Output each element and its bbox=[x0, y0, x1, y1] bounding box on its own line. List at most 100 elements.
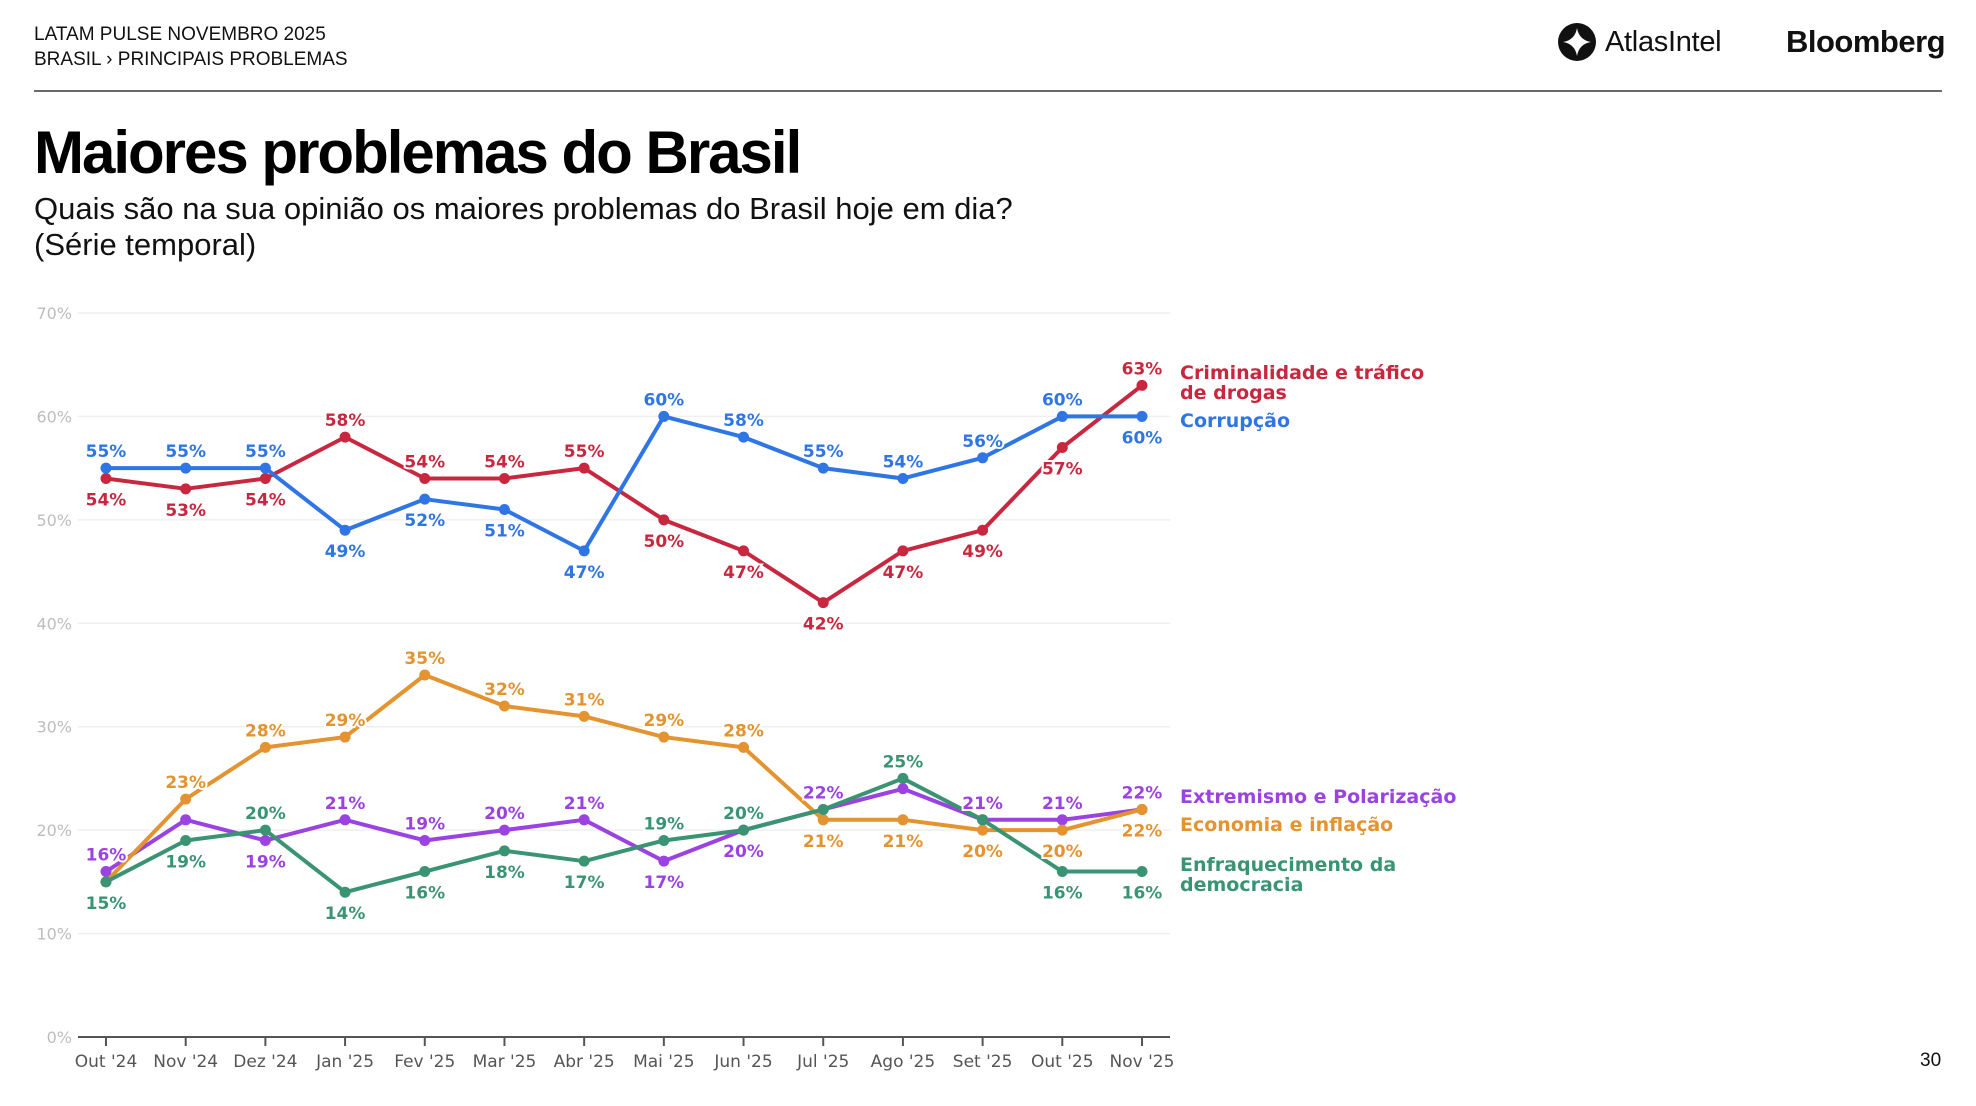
x-tick-label: Fev '25 bbox=[394, 1052, 455, 1072]
data-point-criminalidade-e-trafico-de-drogas bbox=[658, 514, 670, 526]
data-label-extremismo-e-polarizacao: 17% bbox=[643, 873, 684, 893]
data-label-criminalidade-e-trafico-de-drogas: 54% bbox=[86, 490, 127, 510]
x-tick-label: Jun '25 bbox=[713, 1052, 772, 1072]
atlasintel-logo: AtlasIntel bbox=[1557, 22, 1722, 62]
data-label-economia-e-inflacao: 22% bbox=[1122, 821, 1163, 841]
series-line-corrupcao bbox=[106, 414, 1142, 553]
data-point-economia-e-inflacao bbox=[180, 793, 192, 805]
data-label-economia-e-inflacao: 20% bbox=[962, 842, 1003, 862]
data-label-corrupcao: 51% bbox=[484, 522, 525, 542]
data-point-criminalidade-e-trafico-de-drogas bbox=[419, 472, 431, 484]
data-label-criminalidade-e-trafico-de-drogas: 49% bbox=[962, 542, 1003, 562]
x-tick-label: Ago '25 bbox=[871, 1052, 936, 1072]
data-point-economia-e-inflacao bbox=[578, 710, 590, 722]
data-point-economia-e-inflacao bbox=[897, 814, 909, 826]
y-tick-label: 0% bbox=[47, 1028, 72, 1047]
data-point-enfraquecimento-da-democracia bbox=[817, 803, 829, 815]
legend-label-enfraquecimento-da-democracia: Enfraquecimento da democracia bbox=[1180, 854, 1396, 896]
data-point-corrupcao bbox=[1136, 410, 1148, 422]
data-point-corrupcao bbox=[259, 462, 271, 474]
series-line-enfraquecimento-da-democracia bbox=[105, 776, 1142, 895]
data-label-criminalidade-e-trafico-de-drogas: 57% bbox=[1042, 459, 1083, 479]
data-point-criminalidade-e-trafico-de-drogas bbox=[498, 472, 510, 484]
data-point-extremismo-e-polarizacao bbox=[578, 814, 590, 826]
x-tick-label: Mai '25 bbox=[633, 1052, 695, 1072]
data-label-criminalidade-e-trafico-de-drogas: 55% bbox=[564, 442, 605, 462]
report-header: LATAM PULSE NOVEMBRO 2025 BRASIL › PRINC… bbox=[34, 22, 348, 72]
data-label-economia-e-inflacao: 28% bbox=[723, 721, 764, 741]
data-point-enfraquecimento-da-democracia bbox=[1056, 866, 1068, 878]
data-label-extremismo-e-polarizacao: 21% bbox=[962, 794, 1003, 814]
data-point-extremismo-e-polarizacao bbox=[897, 783, 909, 795]
report-title: LATAM PULSE NOVEMBRO 2025 bbox=[34, 24, 326, 45]
breadcrumb: BRASIL › PRINCIPAIS PROBLEMAS bbox=[34, 47, 348, 72]
data-label-corrupcao: 52% bbox=[404, 511, 445, 531]
data-label-economia-e-inflacao: 21% bbox=[803, 832, 844, 852]
data-point-corrupcao bbox=[817, 462, 829, 474]
data-labels: 54% 53% 54% 58% 54% 54% 55% 50% 47% 42% 47% 49% 57% 6… bbox=[84, 357, 1165, 926]
y-tick-label: 70% bbox=[36, 304, 72, 323]
data-label-enfraquecimento-da-democracia: 17% bbox=[564, 873, 605, 893]
page-title: Maiores problemas do Brasil bbox=[34, 119, 802, 186]
data-point-criminalidade-e-trafico-de-drogas bbox=[180, 483, 192, 495]
breadcrumb-separator: › bbox=[106, 49, 113, 70]
data-label-economia-e-inflacao: 21% bbox=[883, 832, 924, 852]
x-tick-label: Mar '25 bbox=[473, 1052, 537, 1072]
data-label-extremismo-e-polarizacao: 20% bbox=[484, 804, 525, 824]
data-point-criminalidade-e-trafico-de-drogas bbox=[738, 545, 750, 557]
data-point-criminalidade-e-trafico-de-drogas bbox=[339, 431, 351, 443]
page-subtitle: Quais são na sua opinião os maiores prob… bbox=[34, 191, 1013, 263]
data-label-economia-e-inflacao: 31% bbox=[564, 690, 605, 710]
data-point-corrupcao bbox=[1056, 410, 1068, 422]
data-label-corrupcao: 54% bbox=[883, 452, 924, 472]
data-label-economia-e-inflacao: 28% bbox=[245, 721, 286, 741]
breadcrumb-item-principais-problemas: PRINCIPAIS PROBLEMAS bbox=[117, 49, 348, 70]
x-tick-label: Jul '25 bbox=[796, 1052, 849, 1072]
data-label-criminalidade-e-trafico-de-drogas: 58% bbox=[325, 411, 366, 431]
subtitle-note: (Série temporal) bbox=[34, 227, 257, 262]
data-label-enfraquecimento-da-democracia: 14% bbox=[325, 904, 366, 924]
data-point-economia-e-inflacao bbox=[498, 700, 510, 712]
y-axis: 0% 10% 20% 30% 40% 50% 60% 70% bbox=[36, 304, 72, 1047]
data-point-economia-e-inflacao bbox=[1136, 803, 1148, 815]
data-label-criminalidade-e-trafico-de-drogas: 42% bbox=[803, 615, 844, 635]
data-label-criminalidade-e-trafico-de-drogas: 54% bbox=[404, 452, 445, 472]
data-label-corrupcao: 55% bbox=[86, 442, 127, 462]
y-tick-label: 40% bbox=[36, 614, 72, 633]
series-enfraquecimento-da-democracia bbox=[100, 772, 1148, 898]
data-label-enfraquecimento-da-democracia: 19% bbox=[165, 852, 206, 872]
breadcrumb-item-brasil: BRASIL bbox=[34, 49, 101, 70]
y-tick-label: 20% bbox=[36, 821, 72, 840]
x-tick-label: Out '24 bbox=[75, 1052, 138, 1072]
data-label-extremismo-e-polarizacao: 21% bbox=[325, 794, 366, 814]
x-tick-label: Abr '25 bbox=[554, 1052, 615, 1072]
data-label-extremismo-e-polarizacao: 19% bbox=[245, 852, 286, 872]
data-label-criminalidade-e-trafico-de-drogas: 47% bbox=[883, 563, 924, 583]
data-point-extremismo-e-polarizacao bbox=[419, 834, 431, 846]
x-tick-label: Nov '24 bbox=[153, 1052, 218, 1072]
data-point-corrupcao bbox=[419, 493, 431, 505]
legend-label-criminalidade-e-trafico-de-drogas: Criminalidade e tráfico de drogas bbox=[1180, 362, 1424, 404]
data-point-extremismo-e-polarizacao bbox=[259, 834, 271, 846]
data-point-enfraquecimento-da-democracia bbox=[897, 772, 909, 784]
data-point-extremismo-e-polarizacao bbox=[658, 855, 670, 867]
data-point-corrupcao bbox=[658, 410, 670, 422]
data-label-extremismo-e-polarizacao: 19% bbox=[404, 814, 445, 834]
data-label-extremismo-e-polarizacao: 20% bbox=[723, 842, 764, 862]
legend-label-corrupcao: Corrupção bbox=[1180, 410, 1290, 432]
data-label-economia-e-inflacao: 29% bbox=[325, 711, 366, 731]
data-point-extremismo-e-polarizacao bbox=[339, 814, 351, 826]
data-label-enfraquecimento-da-democracia: 19% bbox=[643, 814, 684, 834]
data-label-economia-e-inflacao: 29% bbox=[643, 711, 684, 731]
x-tick-label: Set '25 bbox=[953, 1052, 1013, 1072]
data-label-criminalidade-e-trafico-de-drogas: 50% bbox=[643, 532, 684, 552]
data-point-extremismo-e-polarizacao bbox=[498, 824, 510, 836]
page-number: 30 bbox=[1920, 1050, 1942, 1071]
data-point-enfraquecimento-da-democracia bbox=[100, 876, 112, 888]
data-point-criminalidade-e-trafico-de-drogas bbox=[259, 472, 271, 484]
bloomberg-logo: Bloomberg bbox=[1786, 24, 1946, 59]
y-tick-label: 60% bbox=[36, 407, 72, 426]
data-point-criminalidade-e-trafico-de-drogas bbox=[100, 472, 112, 484]
data-point-enfraquecimento-da-democracia bbox=[259, 824, 271, 836]
data-point-corrupcao bbox=[897, 472, 909, 484]
